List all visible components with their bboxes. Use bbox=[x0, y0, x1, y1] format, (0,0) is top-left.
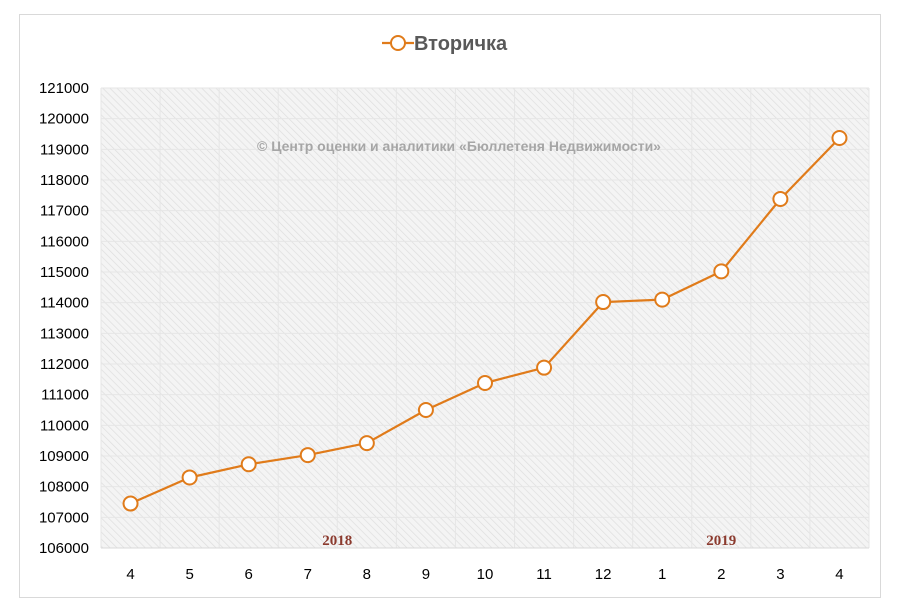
y-tick-label: 118000 bbox=[40, 172, 89, 189]
data-point-marker bbox=[831, 129, 848, 146]
y-tick-label: 112000 bbox=[40, 356, 89, 373]
year-label: 2019 bbox=[706, 533, 736, 549]
plot-area bbox=[101, 88, 869, 548]
y-tick-label: 115000 bbox=[40, 264, 89, 281]
year-label: 2018 bbox=[322, 533, 352, 549]
x-tick-label: 12 bbox=[595, 566, 612, 583]
y-tick-label: 114000 bbox=[40, 295, 89, 312]
legend-marker bbox=[390, 35, 406, 51]
y-tick-label: 113000 bbox=[40, 325, 89, 342]
y-axis-ticks: 106000 107000 108000 109000 110000 111000 1120… bbox=[39, 80, 89, 557]
x-tick-label: 6 bbox=[245, 566, 253, 583]
x-tick-label: 4 bbox=[126, 566, 134, 583]
data-point-marker bbox=[654, 291, 671, 308]
watermark-annotation: © Центр оценки и аналитики «Бюллетеня Не… bbox=[257, 138, 661, 154]
gridlines bbox=[100, 87, 870, 549]
x-tick-label: 1 bbox=[658, 566, 666, 583]
year-group-labels: 2018 2019 bbox=[322, 533, 736, 549]
plot-background bbox=[101, 88, 869, 548]
data-point-marker bbox=[240, 456, 257, 473]
data-point-marker bbox=[477, 375, 493, 392]
data-point-marker bbox=[299, 447, 316, 464]
y-tick-label: 106000 bbox=[39, 540, 89, 557]
x-tick-label: 11 bbox=[536, 566, 552, 583]
y-tick-label: 110000 bbox=[40, 417, 89, 434]
x-tick-label: 7 bbox=[304, 566, 312, 583]
y-tick-label: 107000 bbox=[39, 509, 89, 526]
y-tick-label: 119000 bbox=[40, 141, 89, 158]
x-tick-label: 9 bbox=[422, 566, 430, 583]
data-point-marker bbox=[536, 359, 553, 376]
y-tick-label: 120000 bbox=[39, 111, 89, 128]
data-point-marker bbox=[772, 191, 789, 208]
data-point-marker bbox=[181, 469, 198, 486]
x-tick-label: 5 bbox=[185, 566, 193, 583]
y-tick-label: 121000 bbox=[39, 80, 89, 97]
x-tick-label: 8 bbox=[363, 566, 371, 583]
y-tick-label: 109000 bbox=[39, 448, 89, 465]
legend-label: Вторичка bbox=[414, 33, 508, 55]
x-tick-label: 3 bbox=[776, 566, 784, 583]
data-point-marker bbox=[417, 402, 434, 418]
x-tick-label: 10 bbox=[477, 566, 494, 583]
data-point-marker bbox=[358, 435, 375, 452]
x-tick-label: 2 bbox=[717, 566, 725, 583]
series-line bbox=[122, 129, 848, 512]
y-tick-label: 108000 bbox=[39, 479, 89, 496]
legend: Вторичка bbox=[382, 33, 508, 55]
x-tick-label: 4 bbox=[835, 566, 843, 583]
y-tick-label: 116000 bbox=[40, 233, 89, 250]
x-axis-ticks: 4 5 6 7 8 9 10 11 12 1 2 3 4 bbox=[126, 566, 843, 583]
y-tick-label: 117000 bbox=[40, 203, 89, 220]
data-point-marker bbox=[122, 495, 139, 512]
y-tick-label: 111000 bbox=[41, 387, 89, 404]
data-point-marker bbox=[595, 294, 612, 311]
data-point-marker bbox=[713, 263, 730, 280]
